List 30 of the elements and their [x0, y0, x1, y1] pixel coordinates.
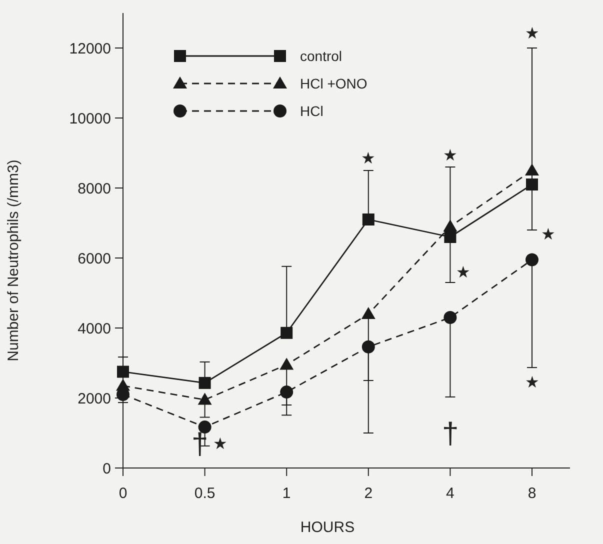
annotation: ★ [212, 436, 227, 454]
y-tick-label: 12000 [69, 40, 111, 58]
y-axis-title: Number of Neutrophils (/mm3) [5, 160, 22, 362]
y-tick-label: 4000 [78, 320, 111, 338]
y-tick-label: 2000 [78, 390, 111, 408]
y-tick-label: 0 [102, 460, 111, 478]
annotation: ★ [525, 26, 539, 43]
legend-key: HCl [174, 102, 324, 119]
legend-label: HCl +ONO [300, 75, 368, 92]
x-tick-label: 2 [364, 485, 373, 502]
x-axis-title: HOURS [300, 519, 355, 536]
annotation: ★ [443, 148, 457, 165]
annotation: ★ [456, 264, 470, 282]
legend-label: HCl [300, 102, 324, 119]
x-tick-label: 4 [446, 485, 454, 502]
legend-key: HCl +ONO [173, 75, 368, 92]
x-tick-label: 0 [118, 485, 128, 502]
y-tick-label: 10000 [69, 110, 111, 128]
y-tick-label: 6000 [78, 250, 111, 268]
x-tick-label: 1 [282, 485, 291, 502]
legend-key: control [174, 48, 342, 64]
x-tick-label: 0.5 [194, 485, 216, 502]
legend-label: control [300, 48, 342, 64]
x-tick-label: 8 [528, 485, 536, 502]
annotation: † [191, 428, 208, 461]
y-tick-label: 8000 [78, 180, 111, 198]
annotation: ★ [541, 226, 555, 244]
annotation: ★ [525, 374, 539, 392]
annotation: † [442, 418, 459, 450]
annotation: ★ [361, 150, 375, 168]
